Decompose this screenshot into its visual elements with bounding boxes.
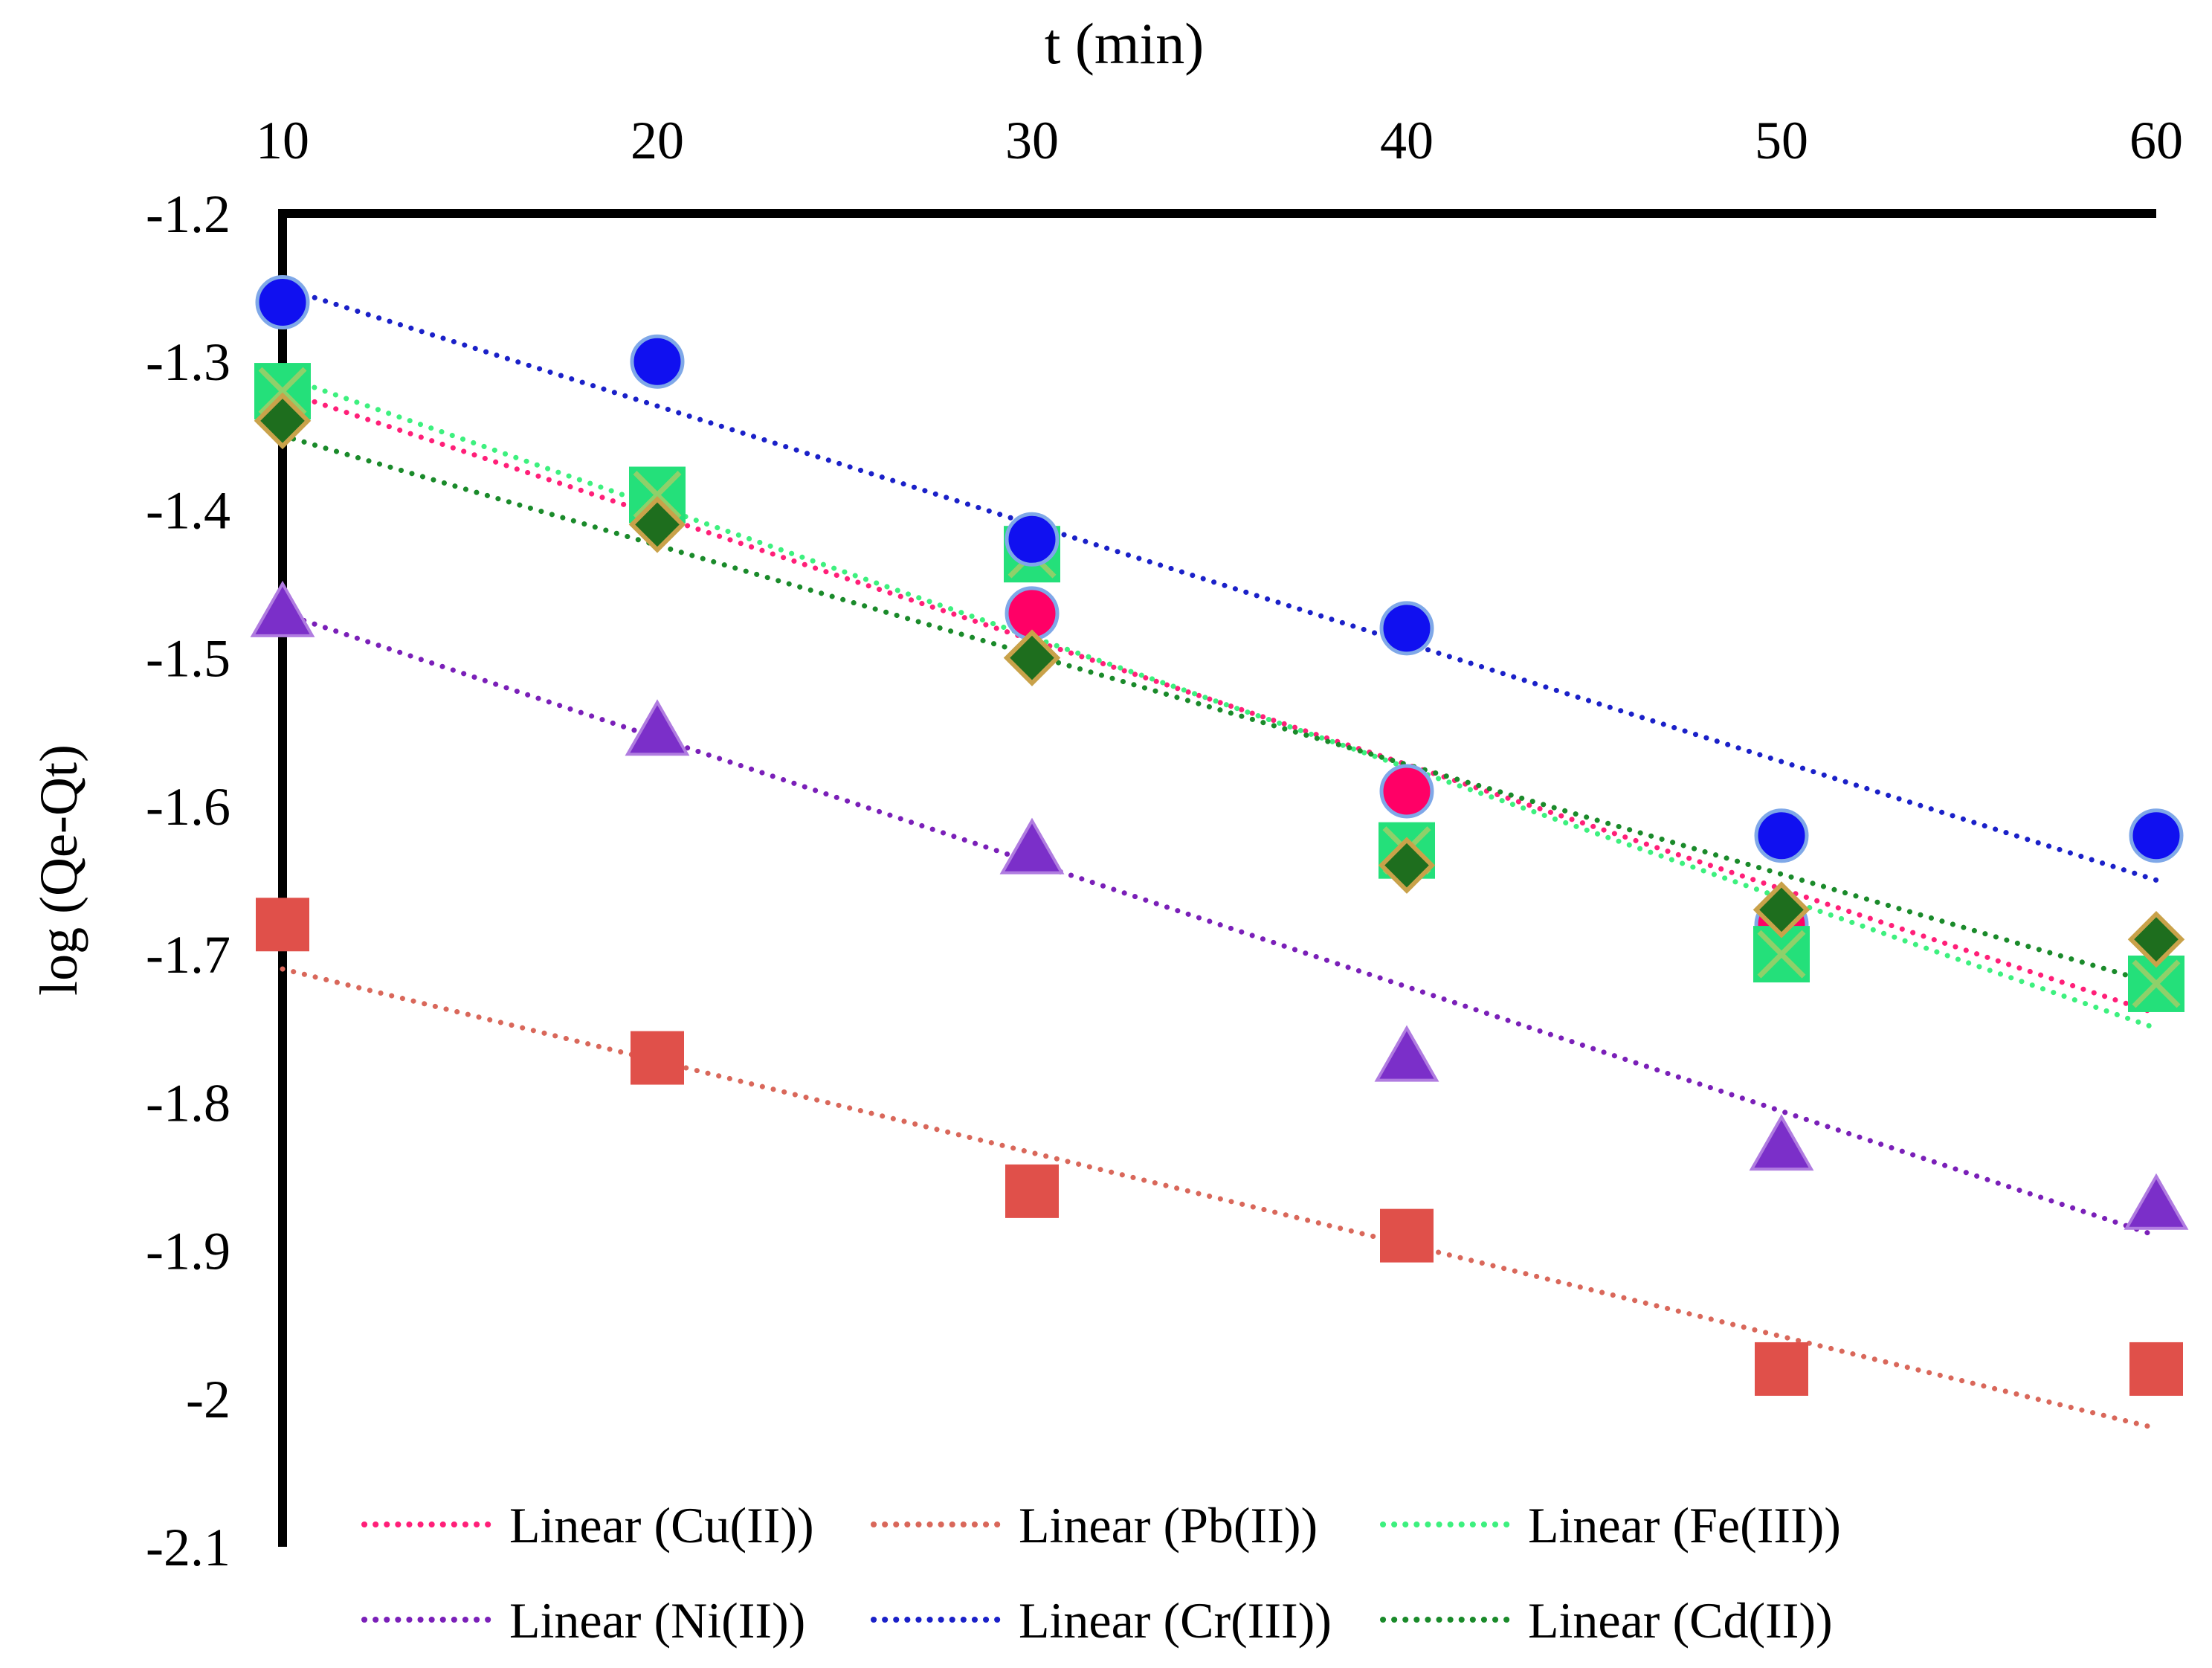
data-point	[1374, 1025, 1439, 1082]
data-point	[628, 496, 686, 553]
trendline	[280, 611, 2159, 1239]
data-point	[1755, 1342, 1808, 1396]
data-point	[2129, 1342, 2183, 1396]
legend-label: Linear (Fe(III))	[1528, 1497, 1841, 1553]
y-tick-label: -1.4	[146, 480, 230, 540]
data-point-cross	[633, 471, 682, 519]
data-point-cross	[1757, 930, 1806, 979]
y-axis-title: log (Qe-Qt)	[29, 744, 88, 996]
data-point-cross	[258, 367, 307, 416]
trendline	[280, 966, 2159, 1432]
legend: Linear (Cu(II)) Linear (Pb(II)) Linear (Fe…	[361, 1497, 1841, 1649]
legend-label: Linear (Cu(II))	[509, 1497, 814, 1553]
data-point	[625, 699, 690, 756]
trendline	[280, 285, 2159, 883]
y-tick-label: -2	[186, 1370, 230, 1429]
data-point	[1752, 881, 1810, 938]
x-tick-label: 30	[1005, 111, 1059, 170]
legend-label: Linear (Cr(III))	[1019, 1592, 1332, 1649]
data-point	[1379, 601, 1434, 656]
data-point	[1749, 1114, 1814, 1171]
data-point-cross	[2132, 959, 2181, 1008]
y-tick-label: -1.9	[146, 1222, 230, 1281]
data-point	[1005, 1164, 1059, 1218]
legend-label: Linear (Ni(II))	[509, 1592, 805, 1649]
data-point	[255, 275, 310, 330]
y-tick-label: -1.2	[146, 184, 230, 244]
trendlines	[280, 285, 2159, 1432]
data-point	[631, 1031, 684, 1085]
y-tick-label: -1.3	[146, 332, 230, 392]
y-tick-label: -1.7	[146, 925, 230, 985]
data-point	[256, 898, 309, 952]
trendline	[280, 373, 2159, 1031]
x-axis-title: t (min)	[1045, 11, 1204, 76]
legend-label: Linear (Pb(II))	[1019, 1497, 1318, 1553]
trendline	[280, 433, 2159, 987]
data-point	[1003, 629, 1061, 686]
data-points	[250, 275, 2189, 1396]
x-tick-label: 20	[631, 111, 684, 170]
x-tick-label: 40	[1380, 111, 1434, 170]
data-point	[630, 334, 685, 389]
data-point	[2129, 808, 2184, 863]
x-tick-label: 10	[256, 111, 309, 170]
y-tick-label: -1.6	[146, 777, 230, 837]
y-tick-label: -2.1	[146, 1518, 230, 1577]
data-point	[2124, 1173, 2189, 1230]
data-point	[999, 817, 1065, 875]
trendline	[280, 388, 2159, 1017]
data-point	[1378, 837, 1436, 894]
x-tick-label: 50	[1755, 111, 1808, 170]
data-point	[1005, 512, 1060, 567]
x-tick-label: 60	[2129, 111, 2183, 170]
data-point	[1754, 808, 1809, 863]
data-point	[1380, 1208, 1434, 1263]
axes: 10 20 30 40 50 60 -1.2 -1.3 -1.4 -1.5 -1.6 -1.7 -1.8…	[29, 11, 2183, 1577]
data-point	[2127, 910, 2185, 968]
data-point	[1379, 764, 1434, 819]
y-tick-label: -1.8	[146, 1073, 230, 1133]
y-tick-label: -1.5	[146, 629, 230, 689]
data-point	[250, 580, 315, 637]
data-point	[254, 392, 312, 450]
legend-label: Linear (Cd(II))	[1528, 1592, 1833, 1649]
